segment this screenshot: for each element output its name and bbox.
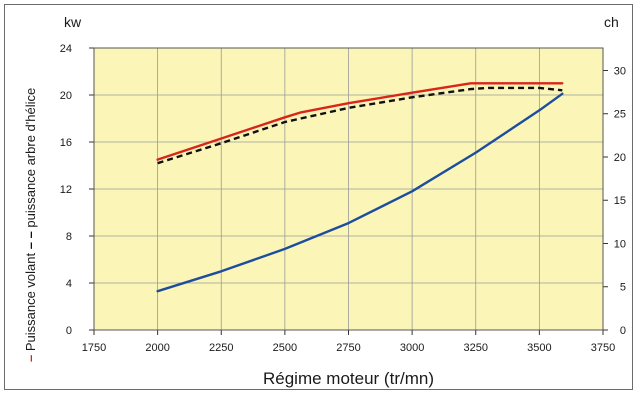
y-right-tick-label: 0 [620,325,626,337]
y-tick-label: 0 [66,325,72,337]
series-line-2 [157,86,563,165]
y-tick-label: 20 [60,90,72,102]
right-unit-label: ch [604,14,619,30]
y-right-tick-label: 25 [614,109,626,121]
plot-border [93,47,604,331]
x-tick-label: 2750 [336,342,360,354]
x-tick-label: 3500 [527,342,551,354]
labels: 1750 2000 2250 2500 2750 3000 3250 3500 3750 0 4 8 1… [23,14,626,388]
y-tick-label: 12 [60,184,72,196]
x-tick-label: 1750 [82,342,106,354]
y-right-tick-label: 5 [620,282,626,294]
y-right-tick-label: 10 [614,238,626,250]
legend-label: Puissance volant [23,252,38,351]
series-line-1 [156,82,564,161]
y-right-tick-label: 20 [614,152,626,164]
x-tick-label: 3250 [464,342,488,354]
legend-label: puissance arbre d'hélice [23,88,38,228]
y-tick-label: 24 [60,43,72,55]
legend-marker: – – [23,228,38,253]
left-unit-label: kw [64,14,82,30]
y-tick-label: 4 [66,278,72,290]
legend-marker: – [23,351,38,362]
y-right-tick-label: 30 [614,65,626,77]
y-tick-label: 8 [66,231,72,243]
x-axis-label: Régime moteur (tr/mn) [263,369,434,388]
x-tick-label: 3750 [591,342,615,354]
x-tick-label: 2000 [145,342,169,354]
x-tick-label: 3000 [400,342,424,354]
y-tick-label: 16 [60,137,72,149]
legend-vertical: – Puissance volant – – puissance arbre d… [23,88,38,362]
y-right-tick-label: 15 [614,195,626,207]
x-tick-label: 2500 [273,342,297,354]
axes [89,47,608,335]
x-tick-label: 2250 [209,342,233,354]
series-group [156,82,564,293]
series-line-3 [156,92,564,293]
